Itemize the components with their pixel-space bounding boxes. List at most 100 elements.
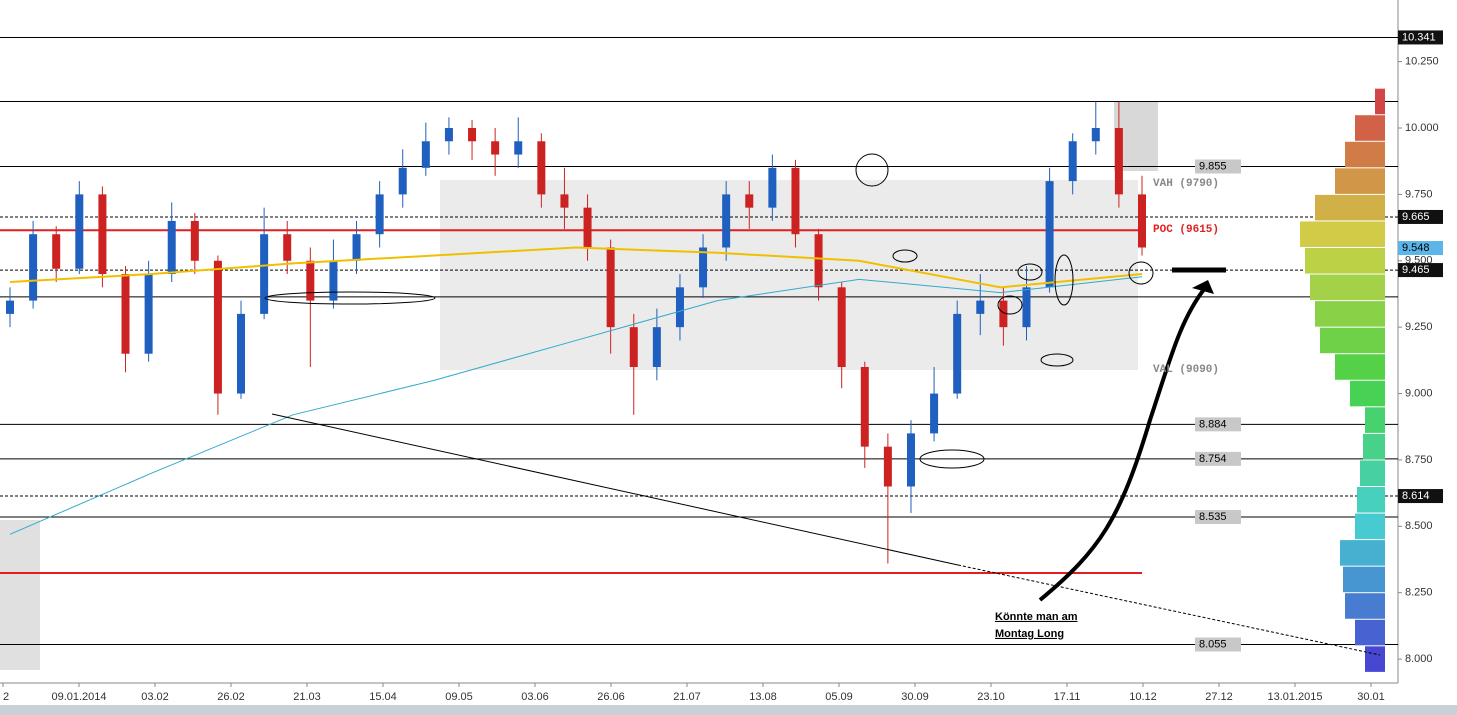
level-tag	[1195, 451, 1241, 466]
candle-body	[514, 141, 523, 155]
candle-body	[722, 194, 731, 248]
candle-body	[98, 194, 107, 275]
candle-body	[167, 220, 176, 275]
profile-bar	[1340, 540, 1385, 566]
profile-bar	[1355, 115, 1385, 141]
y-tick-label: 9.000	[1405, 387, 1433, 399]
x-tick-label: 27.12	[1205, 691, 1233, 703]
y-tick-label: 8.000	[1405, 653, 1433, 665]
candle-body	[675, 287, 684, 328]
candle-body	[745, 194, 754, 208]
shade	[0, 520, 40, 670]
level-tag	[1195, 417, 1241, 432]
level-label: 8.614	[1402, 490, 1430, 502]
candle-body	[1114, 127, 1123, 195]
x-tick-label: 23.10	[977, 691, 1005, 703]
y-tick-label: 10.250	[1405, 56, 1439, 68]
x-tick-label: 09.05	[445, 691, 473, 703]
trend-line-ext	[957, 564, 1381, 656]
candle-body	[1068, 141, 1077, 182]
profile-bar	[1310, 274, 1385, 301]
x-tick-label: 2	[3, 691, 9, 703]
profile-bar	[1345, 141, 1385, 168]
candle-body	[144, 274, 153, 354]
profile-bar	[1335, 168, 1385, 194]
profile-bar	[1365, 407, 1385, 433]
trend-line	[271, 413, 959, 566]
x-tick-label: 26.02	[217, 691, 245, 703]
candle-body	[52, 234, 61, 269]
candle-body	[375, 194, 384, 235]
candle-body	[560, 194, 569, 208]
candle-body	[1045, 181, 1054, 288]
vah-label: VAH (9790)	[1153, 178, 1219, 190]
candle-body	[260, 234, 269, 314]
level-label: 8.535	[1199, 511, 1227, 523]
x-tick-label: 13.01.2015	[1267, 691, 1322, 703]
x-tick-label: 21.07	[673, 691, 701, 703]
plot	[0, 36, 1398, 672]
level-tag	[1398, 241, 1443, 256]
y-tick-label: 8.500	[1405, 520, 1433, 532]
x-tick-label: 05.09	[825, 691, 853, 703]
candle-body	[1091, 127, 1100, 142]
profile-bar	[1357, 486, 1385, 513]
candle-body	[283, 234, 292, 261]
note: Montag Long	[995, 628, 1064, 640]
profile-bar	[1355, 513, 1385, 540]
candle-body	[468, 127, 477, 142]
x-tick-label: 09.01.2014	[51, 691, 106, 703]
x-tick-label: 30.01	[1357, 691, 1385, 703]
candle-body	[121, 274, 130, 354]
x-tick-label: 17.11	[1054, 691, 1081, 703]
level-tag	[1195, 510, 1241, 525]
profile-bar	[1343, 566, 1385, 593]
profile-bar	[1365, 646, 1385, 672]
candle-body	[491, 141, 500, 155]
profile-bar	[1320, 327, 1385, 354]
ma-line	[9, 276, 1143, 535]
candle-body	[883, 446, 892, 487]
y-tick-label: 10.000	[1405, 122, 1439, 134]
candle-body	[629, 327, 638, 367]
candle-body	[306, 260, 315, 301]
candle-body	[699, 247, 708, 288]
level-label: 10.341	[1402, 31, 1436, 43]
candle-body	[537, 141, 546, 195]
level-label: 8.754	[1199, 453, 1227, 465]
y-tick-label: 9.750	[1405, 188, 1433, 200]
poc-label: POC (9615)	[1153, 224, 1219, 236]
profile-bar	[1375, 88, 1385, 115]
candle-body	[329, 260, 338, 301]
note: Könnte man am	[995, 611, 1078, 623]
profile-bar	[1335, 354, 1385, 380]
profile-bar	[1315, 194, 1385, 221]
level-label: 9.548	[1402, 242, 1430, 254]
val-label: VAL (9090)	[1153, 364, 1219, 376]
candle-body	[906, 433, 915, 487]
x-tick-label: 15.04	[369, 691, 397, 703]
candle-body	[6, 300, 14, 314]
candle-body	[583, 207, 592, 248]
candle-body	[953, 313, 962, 394]
level-tag	[1195, 637, 1241, 652]
level-tag	[1398, 263, 1443, 278]
level-label: 8.055	[1199, 638, 1227, 650]
level-tag	[1398, 30, 1443, 45]
profile-bar	[1360, 460, 1385, 486]
candle-body	[999, 300, 1008, 328]
level-label: 8.884	[1199, 418, 1227, 430]
y-tick-label: 8.750	[1405, 454, 1433, 466]
candle-body	[814, 234, 823, 288]
ma-line	[9, 246, 1143, 289]
candle-body	[768, 167, 777, 208]
level-tag	[1398, 209, 1443, 224]
candle-body	[976, 300, 985, 314]
circles	[264, 153, 1154, 469]
x-tick-label: 03.02	[141, 691, 169, 703]
level-label: 9.855	[1199, 160, 1227, 172]
level-tag	[1195, 159, 1241, 174]
x-tick-label: 26.06	[597, 691, 625, 703]
profile-bar	[1355, 619, 1385, 646]
